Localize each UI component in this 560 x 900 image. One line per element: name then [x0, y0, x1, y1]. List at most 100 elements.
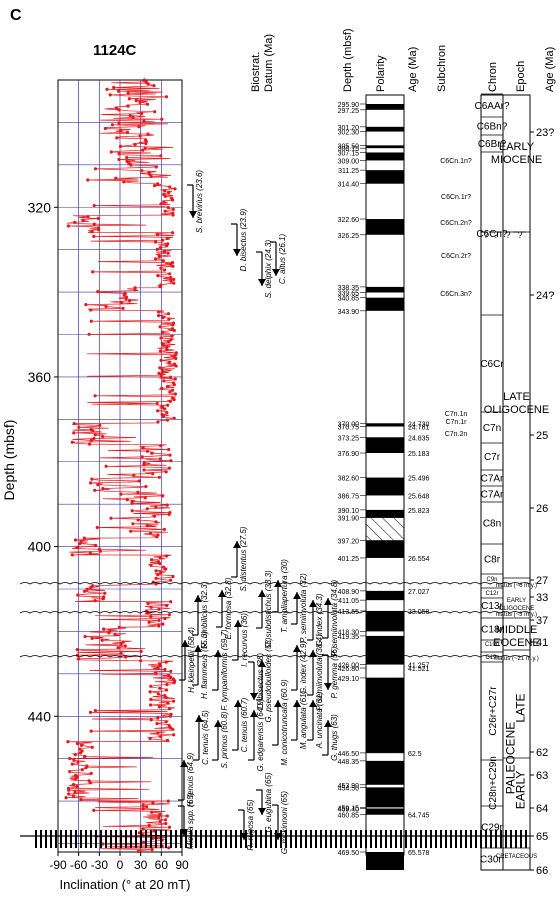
boundary-depth-label: 386.75: [338, 493, 360, 500]
data-point: [167, 317, 171, 321]
boundary-depth-label: 301.20: [338, 125, 360, 132]
header-subchron: Subchron: [436, 45, 448, 92]
datum-label: S. brevirius (23.6): [195, 170, 204, 233]
datum-label: P. semiinvoluta (34.8): [330, 580, 339, 657]
data-point: [73, 790, 77, 794]
data-point: [108, 93, 112, 97]
boundary-depth-label: 306.15: [338, 146, 360, 153]
data-point: [142, 119, 146, 123]
y-tick-label: 360: [28, 369, 52, 385]
boundary-depth-label: 391.90: [338, 516, 360, 523]
data-point: [88, 551, 92, 555]
data-point: [89, 319, 93, 323]
data-point: [133, 288, 137, 292]
data-point: [119, 642, 123, 646]
subchron-label: C7n.1r: [445, 419, 467, 426]
data-point: [91, 429, 95, 433]
data-point: [158, 366, 162, 370]
normal-polarity-band: [366, 423, 404, 427]
arrow-up-icon: [293, 700, 301, 707]
data-point: [136, 518, 140, 522]
arrow-up-icon: [218, 590, 226, 597]
subchron-label: C6Cn.1r?: [441, 194, 471, 201]
data-point: [159, 154, 163, 158]
datum-label: C. altus (26.1): [278, 234, 287, 285]
data-point: [147, 823, 151, 828]
data-point: [138, 134, 142, 138]
data-point: [155, 233, 159, 237]
chron-label: C6AAr?: [474, 101, 509, 112]
data-point: [145, 102, 150, 106]
data-point: [149, 684, 153, 688]
boundary-depth-label: 448.35: [338, 759, 360, 766]
data-point: [171, 264, 175, 268]
datum-marker: E. formosa (32.8): [216, 577, 233, 639]
data-point: [169, 338, 173, 342]
data-point: [89, 481, 93, 485]
data-point: [125, 498, 129, 502]
data-point: [167, 340, 171, 344]
datum-label: P. semiinvoluta (38.4): [315, 634, 324, 711]
x-tick-label: -30: [91, 858, 109, 872]
boundary-age-label: 41.257: [408, 663, 430, 670]
y-axis-label: Depth (mbsf): [1, 420, 17, 501]
arrow-up-icon: [250, 710, 258, 717]
subchron-label: C6Cn.2n?: [440, 220, 472, 227]
data-point: [165, 411, 169, 415]
data-point: [155, 535, 159, 539]
data-point: [155, 401, 159, 405]
datum-marker: H. flammeus (55.3): [192, 631, 209, 699]
data-point: [172, 281, 176, 285]
data-point: [166, 205, 170, 210]
data-point: [137, 125, 141, 129]
chron-label: C13r: [481, 601, 503, 612]
data-point: [167, 512, 171, 517]
chron-label: C19r: [485, 655, 498, 661]
data-point: [164, 695, 168, 700]
data-point: [85, 587, 89, 592]
data-point: [113, 633, 117, 637]
data-point: [136, 849, 140, 854]
data-point: [86, 215, 90, 219]
data-point: [165, 236, 169, 240]
x-axis-label: Inclination (° at 20 mT): [60, 877, 191, 892]
boundary-depth-label: 419.35: [338, 634, 360, 641]
data-point: [154, 520, 158, 524]
data-point: [164, 95, 168, 99]
datum-label: D. bisectus (23.9): [239, 208, 248, 271]
data-point: [93, 433, 97, 437]
data-point: [158, 556, 162, 560]
epoch-label: EARLY: [499, 141, 535, 153]
data-point: [157, 255, 161, 259]
data-point: [167, 613, 171, 617]
data-point: [101, 486, 105, 491]
data-point: [152, 84, 156, 88]
data-point: [163, 667, 167, 672]
data-point: [140, 112, 144, 116]
data-point: [160, 370, 165, 374]
data-point: [119, 651, 123, 655]
datum-label: R. umbilicus (32.3): [200, 581, 209, 648]
data-point: [117, 89, 121, 93]
boundary-depth-label: 339.65: [338, 291, 360, 298]
data-point: [147, 620, 151, 624]
data-point: [169, 375, 173, 379]
data-point: [157, 475, 161, 479]
data-point: [130, 509, 134, 513]
hiatus-label: hiatus (~6 m.y.): [496, 583, 537, 589]
datum-label: E. formosa (32.8): [224, 577, 233, 639]
data-point: [165, 603, 169, 608]
datum-label: F. tympaniformis (59.7): [220, 629, 229, 711]
hiatus-line: [19, 611, 531, 614]
data-point: [72, 758, 76, 763]
data-point: [159, 444, 163, 448]
data-point: [95, 525, 99, 530]
data-point: [84, 766, 88, 770]
arrow-up-icon: [258, 660, 266, 667]
data-point: [167, 360, 171, 364]
boundary-age-label: 25.496: [408, 476, 430, 483]
arrow-down-icon: [258, 808, 266, 815]
datum-marker: D. bisectus (38): [248, 653, 265, 709]
data-point: [102, 627, 106, 631]
header-age-right: Age (Ma): [544, 47, 556, 92]
